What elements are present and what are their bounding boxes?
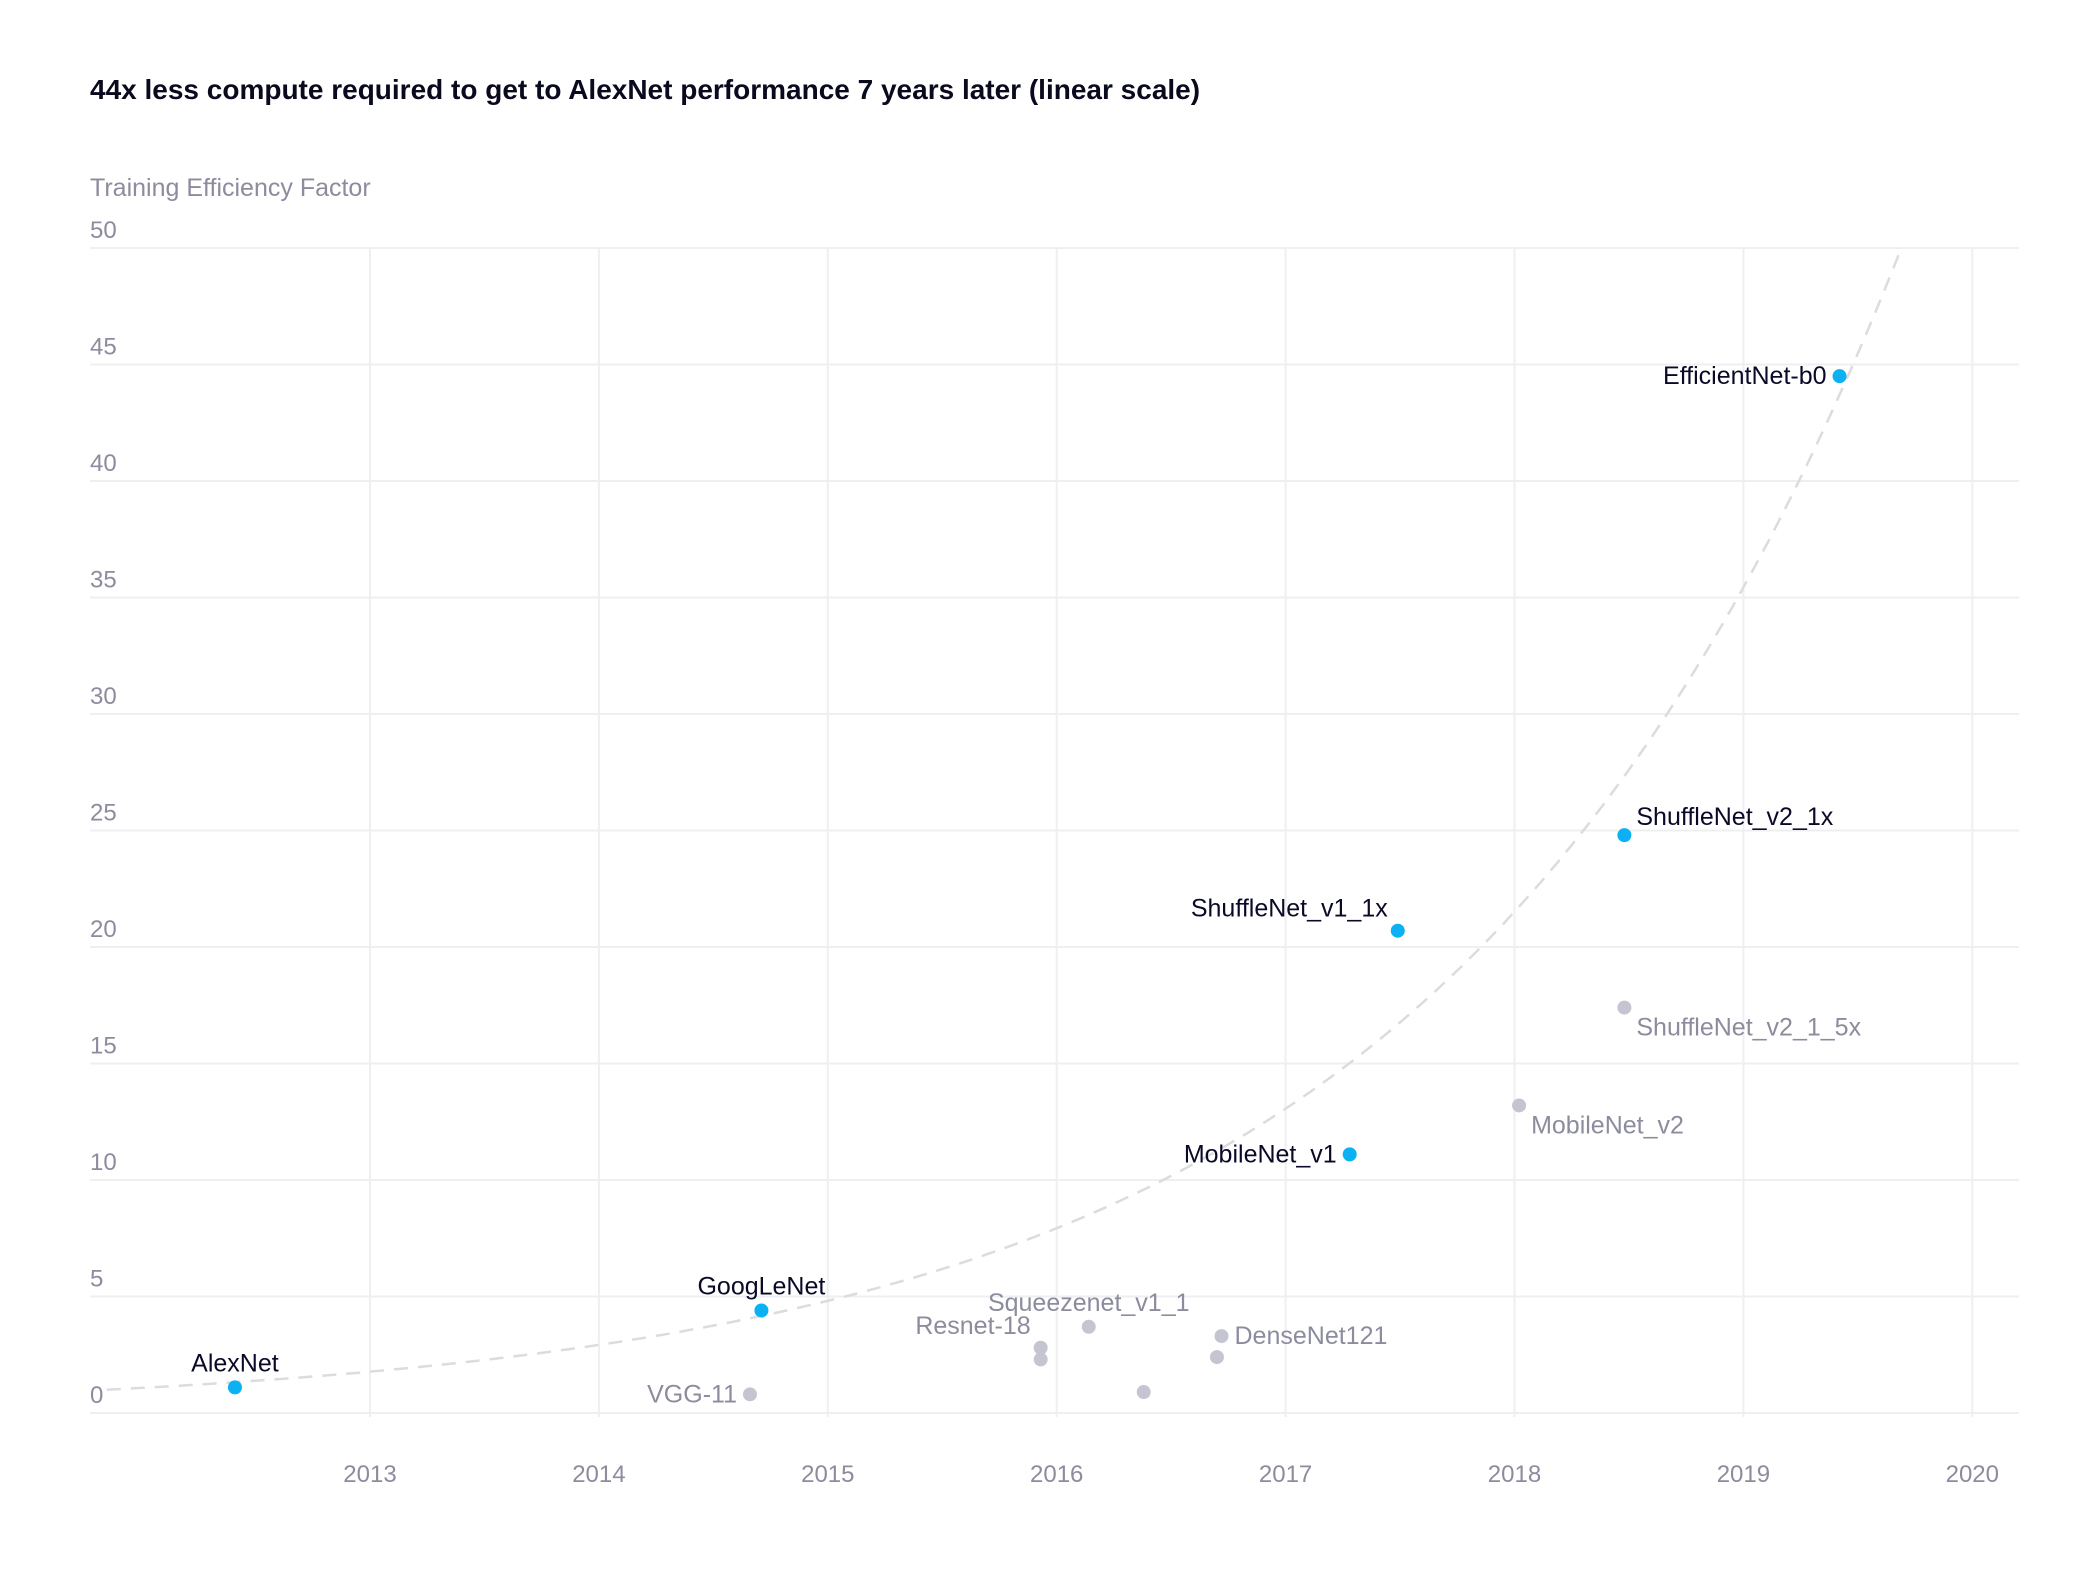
data-point [1617, 828, 1632, 843]
x-tick-label: 2015 [801, 1461, 854, 1488]
data-label: GoogLeNet [697, 1272, 825, 1300]
data-point [1136, 1385, 1151, 1400]
data-point [227, 1380, 242, 1395]
y-tick-label: 5 [90, 1266, 103, 1293]
x-tick-label: 2019 [1717, 1461, 1770, 1488]
data-label: MobileNet_v1 [1184, 1140, 1337, 1168]
x-tick-label: 2020 [1946, 1461, 1999, 1488]
y-tick-label: 15 [90, 1033, 117, 1060]
data-label: VGG-11 [647, 1380, 737, 1408]
data-point [1081, 1319, 1096, 1334]
data-label: Resnet-18 [915, 1312, 1030, 1340]
data-label: AlexNet [191, 1349, 279, 1377]
data-label: ShuffleNet_v2_1_5x [1636, 1014, 1861, 1042]
x-tick-label: 2016 [1030, 1461, 1083, 1488]
data-label: EfficientNet-b0 [1663, 362, 1827, 390]
chart-title: 44x less compute required to get to Alex… [90, 74, 1201, 105]
trend-line [106, 247, 1903, 1391]
y-tick-label: 20 [90, 916, 117, 943]
data-point [1617, 1000, 1632, 1015]
data-point [754, 1303, 769, 1318]
y-tick-label: 10 [90, 1149, 117, 1176]
y-tick-label: 50 [90, 217, 117, 244]
data-point [1342, 1147, 1357, 1162]
data-point [1214, 1329, 1229, 1344]
data-label: ShuffleNet_v1_1x [1191, 895, 1388, 923]
x-tick-label: 2018 [1488, 1461, 1541, 1488]
x-tick-label: 2017 [1259, 1461, 1312, 1488]
y-axis-label: Training Efficiency Factor [90, 174, 371, 202]
y-tick-label: 40 [90, 450, 117, 477]
y-tick-label: 0 [90, 1382, 103, 1409]
x-tick-label: 2014 [572, 1461, 625, 1488]
data-label: Squeezenet_v1_1 [988, 1289, 1190, 1317]
data-point [742, 1387, 757, 1402]
y-tick-label: 35 [90, 567, 117, 594]
data-point [1390, 923, 1405, 938]
data-label: ShuffleNet_v2_1x [1636, 803, 1833, 831]
data-label: DenseNet121 [1235, 1322, 1388, 1350]
y-tick-label: 30 [90, 683, 117, 710]
y-tick-label: 45 [90, 334, 117, 361]
data-label: MobileNet_v2 [1531, 1111, 1684, 1139]
x-tick-label: 2013 [343, 1461, 396, 1488]
data-point [1209, 1350, 1224, 1365]
data-point [1033, 1352, 1048, 1367]
data-point [1512, 1098, 1527, 1113]
y-tick-label: 25 [90, 800, 117, 827]
data-point [1033, 1340, 1048, 1355]
data-point [1832, 369, 1847, 384]
